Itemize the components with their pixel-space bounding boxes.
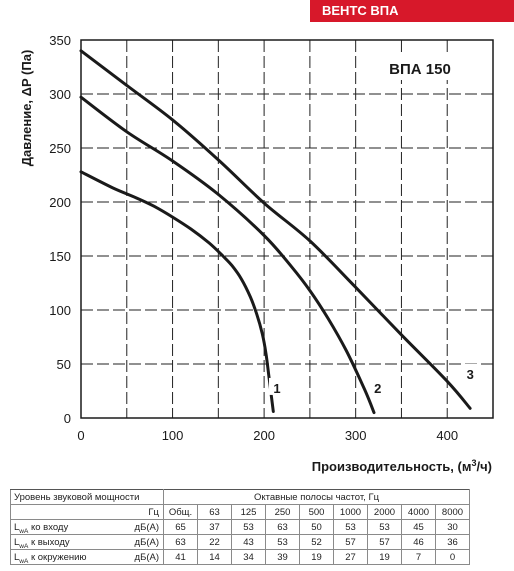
col-header: 63 [197, 504, 232, 520]
x-tick-label: 100 [162, 428, 184, 443]
brand-banner: ВЕНТС ВПА [310, 0, 514, 22]
table-cell: 50 [299, 519, 334, 535]
y-tick-labels: 0 50 100 150 200 250 300 350 [49, 33, 71, 426]
sound-power-table: Уровень звуковой мощности Октавные полос… [10, 489, 470, 565]
x-tick-label: 200 [253, 428, 275, 443]
y-tick-label: 0 [64, 411, 71, 426]
x-tick-label: 400 [436, 428, 458, 443]
sound-table-unit-header: Гц [118, 504, 164, 520]
y-tick-label: 250 [49, 141, 71, 156]
table-row: LwA к окружению дБ(А) 41 14 34 39 19 27 … [10, 549, 470, 565]
table-cell: 7 [401, 549, 436, 565]
chart-title-box [379, 56, 461, 80]
table-row: LwA к выходу дБ(А) 63 22 43 53 52 57 57 … [10, 534, 470, 550]
table-cell: 0 [435, 549, 470, 565]
curve-label-2: 2 [374, 381, 381, 396]
plot-frame [80, 39, 494, 419]
table-cell: 27 [333, 549, 368, 565]
sound-table-header-left: Уровень звуковой мощности [10, 489, 164, 505]
sound-table-header-right: Октавные полосы частот, Гц [163, 489, 470, 505]
table-cell: 22 [197, 534, 232, 550]
col-header: 250 [265, 504, 300, 520]
table-cell: 52 [299, 534, 334, 550]
y-tick-label: 350 [49, 33, 71, 48]
table-cell: 34 [231, 549, 266, 565]
x-axis-label-suffix: /ч) [477, 459, 493, 474]
table-cell: 36 [435, 534, 470, 550]
table-cell: 53 [333, 519, 368, 535]
curve-label-1: 1 [273, 381, 280, 396]
table-cell: 41 [163, 549, 198, 565]
chart-curves: 1 2 3 [79, 49, 479, 415]
col-header: 4000 [401, 504, 436, 520]
table-cell: 46 [401, 534, 436, 550]
table-cell: 39 [265, 549, 300, 565]
curve-label-bg [269, 377, 286, 395]
table-cell: 19 [367, 549, 402, 565]
table-cell: 43 [231, 534, 266, 550]
col-header: 2000 [367, 504, 402, 520]
table-cell: 53 [231, 519, 266, 535]
curve-1 [79, 170, 275, 413]
y-tick-label: 300 [49, 87, 71, 102]
x-axis-label-prefix: Производительность, (м [312, 459, 472, 474]
row-unit: дБ(А) [118, 549, 164, 565]
col-header: 8000 [435, 504, 470, 520]
x-axis-label-sup: 3 [471, 458, 476, 468]
sound-table-blank [10, 504, 118, 520]
table-cell: 57 [333, 534, 368, 550]
x-tick-label: 0 [77, 428, 84, 443]
y-tick-label: 100 [49, 303, 71, 318]
table-cell: 63 [163, 534, 198, 550]
curve-label-3: 3 [467, 367, 474, 382]
table-cell: 53 [367, 519, 402, 535]
table-cell: 45 [401, 519, 436, 535]
table-cell: 19 [299, 549, 334, 565]
table-cell: 65 [163, 519, 198, 535]
table-cell: 14 [197, 549, 232, 565]
y-axis-label: Давление, ΔP (Па) [19, 50, 34, 167]
table-cell: 37 [197, 519, 232, 535]
curve-3 [79, 49, 472, 410]
col-header: 500 [299, 504, 334, 520]
sound-table-columns: Гц Общ. 63 125 250 500 1000 2000 4000 80… [10, 504, 470, 520]
x-tick-labels: 0 100 200 300 400 [77, 428, 458, 443]
y-tick-label: 150 [49, 249, 71, 264]
sound-table-header: Уровень звуковой мощности Октавные полос… [10, 489, 470, 505]
col-header: 125 [231, 504, 266, 520]
table-cell: 63 [265, 519, 300, 535]
row-label: LwA к окружению [10, 549, 118, 565]
x-axis-label: Производительность, (м3/ч) [312, 458, 492, 474]
fan-performance-chart: ВПА 150 1 2 3 0 100 200 300 400 0 50 100 150 200 25… [19, 33, 494, 474]
col-header: 1000 [333, 504, 368, 520]
y-tick-label: 50 [57, 357, 71, 372]
chart-title: ВПА 150 [389, 61, 451, 78]
curve-label-bg [462, 363, 479, 381]
table-cell: 57 [367, 534, 402, 550]
curve-2 [79, 95, 376, 415]
row-label: LwA к выходу [10, 534, 118, 550]
row-unit: дБ(А) [118, 534, 164, 550]
table-row: LwA ко входу дБ(А) 65 37 53 63 50 53 53 … [10, 519, 470, 535]
x-tick-label: 300 [345, 428, 367, 443]
col-header: Общ. [163, 504, 198, 520]
table-cell: 30 [435, 519, 470, 535]
row-unit: дБ(А) [118, 519, 164, 535]
table-cell: 53 [265, 534, 300, 550]
row-label: LwA ко входу [10, 519, 118, 535]
curve-label-bg [369, 377, 386, 395]
y-tick-label: 200 [49, 195, 71, 210]
